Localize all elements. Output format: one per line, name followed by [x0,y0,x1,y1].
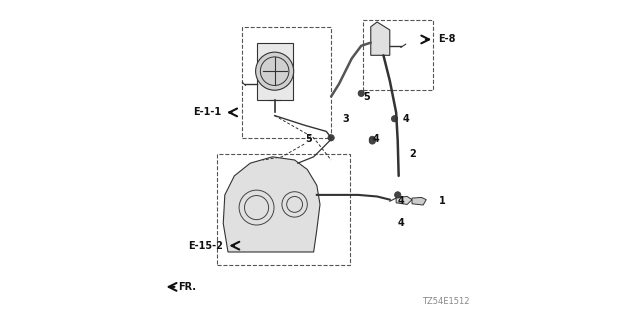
Polygon shape [396,196,412,204]
Text: 5: 5 [363,92,369,101]
Circle shape [394,192,401,198]
Text: 4: 4 [397,219,404,228]
Text: 3: 3 [342,114,349,124]
Text: 4: 4 [372,134,379,144]
Text: 4: 4 [397,196,404,206]
Circle shape [358,90,364,97]
Circle shape [369,138,376,144]
Circle shape [255,52,294,90]
Text: E-1-1: E-1-1 [193,108,221,117]
Text: 4: 4 [403,114,409,124]
Text: 5: 5 [306,134,312,144]
Text: E-15-2: E-15-2 [188,241,223,251]
Polygon shape [371,22,390,55]
Polygon shape [223,157,320,252]
Circle shape [369,136,376,142]
Polygon shape [257,43,293,100]
Polygon shape [412,197,426,205]
Circle shape [328,135,334,141]
Text: FR.: FR. [178,282,196,292]
Text: 1: 1 [439,196,445,206]
Circle shape [392,116,397,122]
Text: 2: 2 [409,149,415,159]
Text: TZ54E1512: TZ54E1512 [422,297,469,306]
Text: E-8: E-8 [438,35,456,44]
